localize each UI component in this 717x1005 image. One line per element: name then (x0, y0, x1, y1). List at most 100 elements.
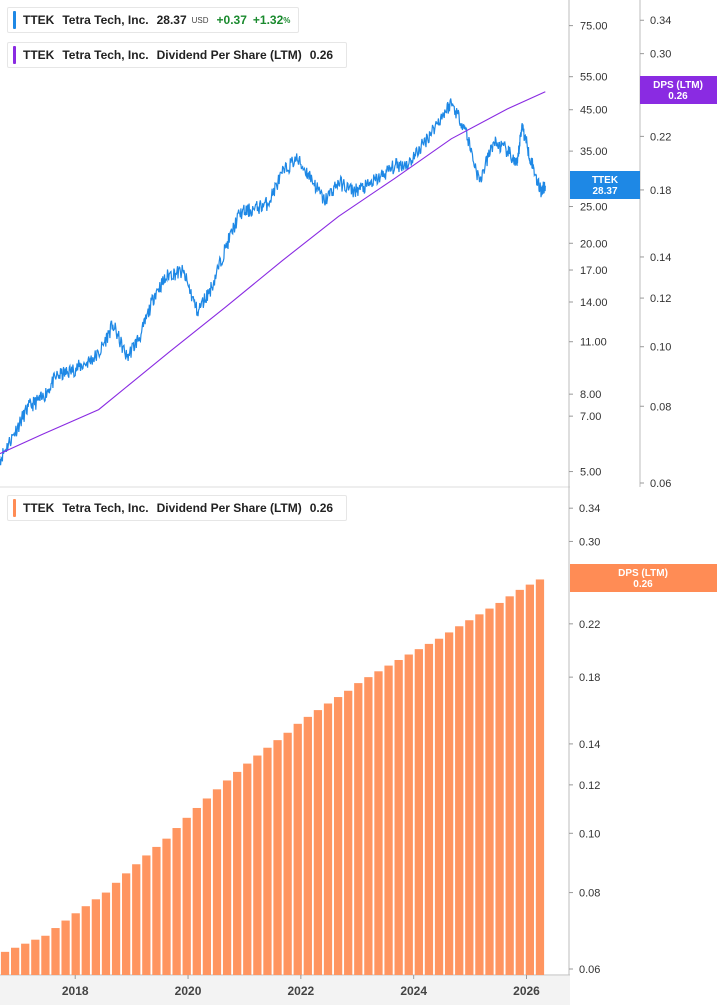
legend-price-ticker: TTEK (23, 13, 55, 27)
dps-badge-bottom-label: DPS (LTM) (618, 568, 668, 579)
dps-tick-label-top: 0.14 (650, 252, 671, 264)
price-badge-label: TTEK (592, 175, 619, 186)
dps-tick-label-bottom: 0.06 (579, 964, 600, 976)
legend-dps-top-value: 0.26 (309, 48, 334, 62)
dps-tick-label-top: 0.12 (650, 293, 671, 305)
dps-bar (41, 935, 50, 975)
legend-price-swatch (13, 11, 16, 29)
dps-bar (182, 817, 191, 975)
dps-bar (384, 665, 393, 975)
legend-dps-top[interactable]: TTEK Tetra Tech, Inc. Dividend Per Share… (7, 42, 348, 68)
dps-tick-label-top: 0.18 (650, 185, 671, 197)
dps-bars (0, 579, 545, 975)
dps-bar (535, 579, 545, 975)
price-tick-label: 11.00 (580, 337, 607, 349)
dps-bar (192, 807, 201, 975)
dps-bar (374, 671, 383, 975)
legend-dps-bottom-ticker: TTEK (23, 501, 55, 515)
dps-bar (222, 780, 232, 975)
dps-bar (263, 747, 272, 975)
x-axis: 2018 2020 2022 2024 2026 (62, 975, 540, 998)
dps-bar (293, 723, 302, 975)
price-tick-label: 55.00 (580, 72, 608, 84)
price-tick-label: 5.00 (580, 467, 601, 479)
price-axis: 5.00 7.00 8.00 11.00 14.00 17.00 20.00 25.00 35.… (569, 21, 608, 479)
dps-bar (455, 626, 464, 975)
dps-tick-label-bottom: 0.22 (579, 619, 600, 631)
dps-tick-label-bottom: 0.12 (579, 780, 600, 792)
plot-lines (0, 91, 546, 466)
legend-price[interactable]: TTEK Tetra Tech, Inc. 28.37 USD +0.37 +1… (7, 7, 300, 33)
dps-bar (21, 943, 30, 975)
dps-tick-label-top: 0.08 (650, 401, 671, 413)
dps-bar (61, 920, 70, 975)
dps-axis-bottom: 0.06 0.08 0.10 0.12 0.14 0.18 0.22 0.30 0.34 (569, 503, 600, 976)
dps-bar (354, 683, 363, 975)
dps-bar (233, 771, 242, 975)
dps-bar (344, 690, 353, 975)
dps-bar (283, 732, 292, 975)
dps-bar (132, 864, 141, 975)
dps-bar (172, 828, 181, 975)
price-tick-label: 75.00 (580, 21, 608, 33)
dps-bar (434, 638, 444, 975)
dps-bar (243, 763, 252, 975)
legend-dps-bottom-metric: Dividend Per Share (LTM) (156, 501, 302, 515)
price-tick-label: 35.00 (580, 146, 608, 158)
dps-bar (444, 632, 454, 975)
dps-bar (495, 602, 504, 975)
dps-bar (525, 584, 534, 975)
dps-tick-label-bottom: 0.34 (579, 503, 600, 515)
dps-bar (212, 789, 222, 975)
dps-badge-bottom-value: 0.26 (633, 579, 653, 590)
dps-bar (404, 654, 413, 975)
dps-tick-label-bottom: 0.10 (579, 828, 600, 840)
dps-badge-top-label: DPS (LTM) (653, 80, 703, 91)
dps-badge-top: DPS (LTM) 0.26 (640, 76, 717, 104)
legend-dps-top-swatch (13, 46, 16, 64)
x-tick-label: 2022 (288, 984, 315, 998)
dps-tick-label-bottom: 0.14 (579, 739, 600, 751)
dps-bar (323, 703, 333, 975)
dps-tick-label-bottom: 0.18 (579, 672, 600, 684)
price-tick-label: 25.00 (580, 202, 608, 214)
dps-tick-label-top: 0.10 (650, 342, 671, 354)
dps-tick-label-top: 0.30 (650, 49, 671, 61)
dps-bar (11, 947, 20, 975)
legend-dps-bottom[interactable]: TTEK Tetra Tech, Inc. Dividend Per Share… (7, 495, 348, 521)
legend-dps-top-company: Tetra Tech, Inc. (62, 48, 149, 62)
dps-bar (394, 659, 403, 975)
price-tick-label: 14.00 (580, 297, 608, 309)
dps-tick-label-bottom: 0.30 (579, 536, 600, 548)
legend-price-pct-sign: % (283, 15, 291, 25)
dps-tick-label-top: 0.22 (650, 131, 671, 143)
dps-badge-top-value: 0.26 (668, 91, 688, 102)
legend-dps-bottom-company: Tetra Tech, Inc. (62, 501, 149, 515)
x-axis-band (0, 976, 570, 1005)
dps-bar (202, 798, 212, 975)
x-tick-label: 2018 (62, 984, 89, 998)
dps-bar (51, 928, 60, 975)
dps-bar (364, 677, 373, 975)
dps-bar (0, 951, 10, 975)
dps-bar (71, 913, 80, 975)
legend-price-change-pct: +1.32 (252, 13, 284, 27)
legend-dps-bottom-value: 0.26 (309, 501, 334, 515)
x-tick-label: 2026 (513, 984, 540, 998)
legend-price-value: 28.37 (156, 13, 187, 27)
dps-bar (152, 846, 161, 975)
dps-bar (414, 649, 423, 975)
price-tick-label: 8.00 (580, 389, 601, 401)
dps-bar (475, 614, 484, 975)
dps-bar (424, 643, 434, 975)
price-tick-label: 20.00 (580, 238, 608, 250)
price-tick-label: 7.00 (580, 411, 601, 423)
dps-bar (505, 596, 514, 975)
dps-bar (333, 697, 343, 975)
legend-price-company: Tetra Tech, Inc. (62, 13, 149, 27)
dps-bar (31, 939, 40, 975)
legend-dps-top-ticker: TTEK (23, 48, 55, 62)
dps-line (0, 91, 546, 455)
legend-price-change: +0.37 (216, 13, 247, 27)
dps-bar (303, 716, 312, 975)
